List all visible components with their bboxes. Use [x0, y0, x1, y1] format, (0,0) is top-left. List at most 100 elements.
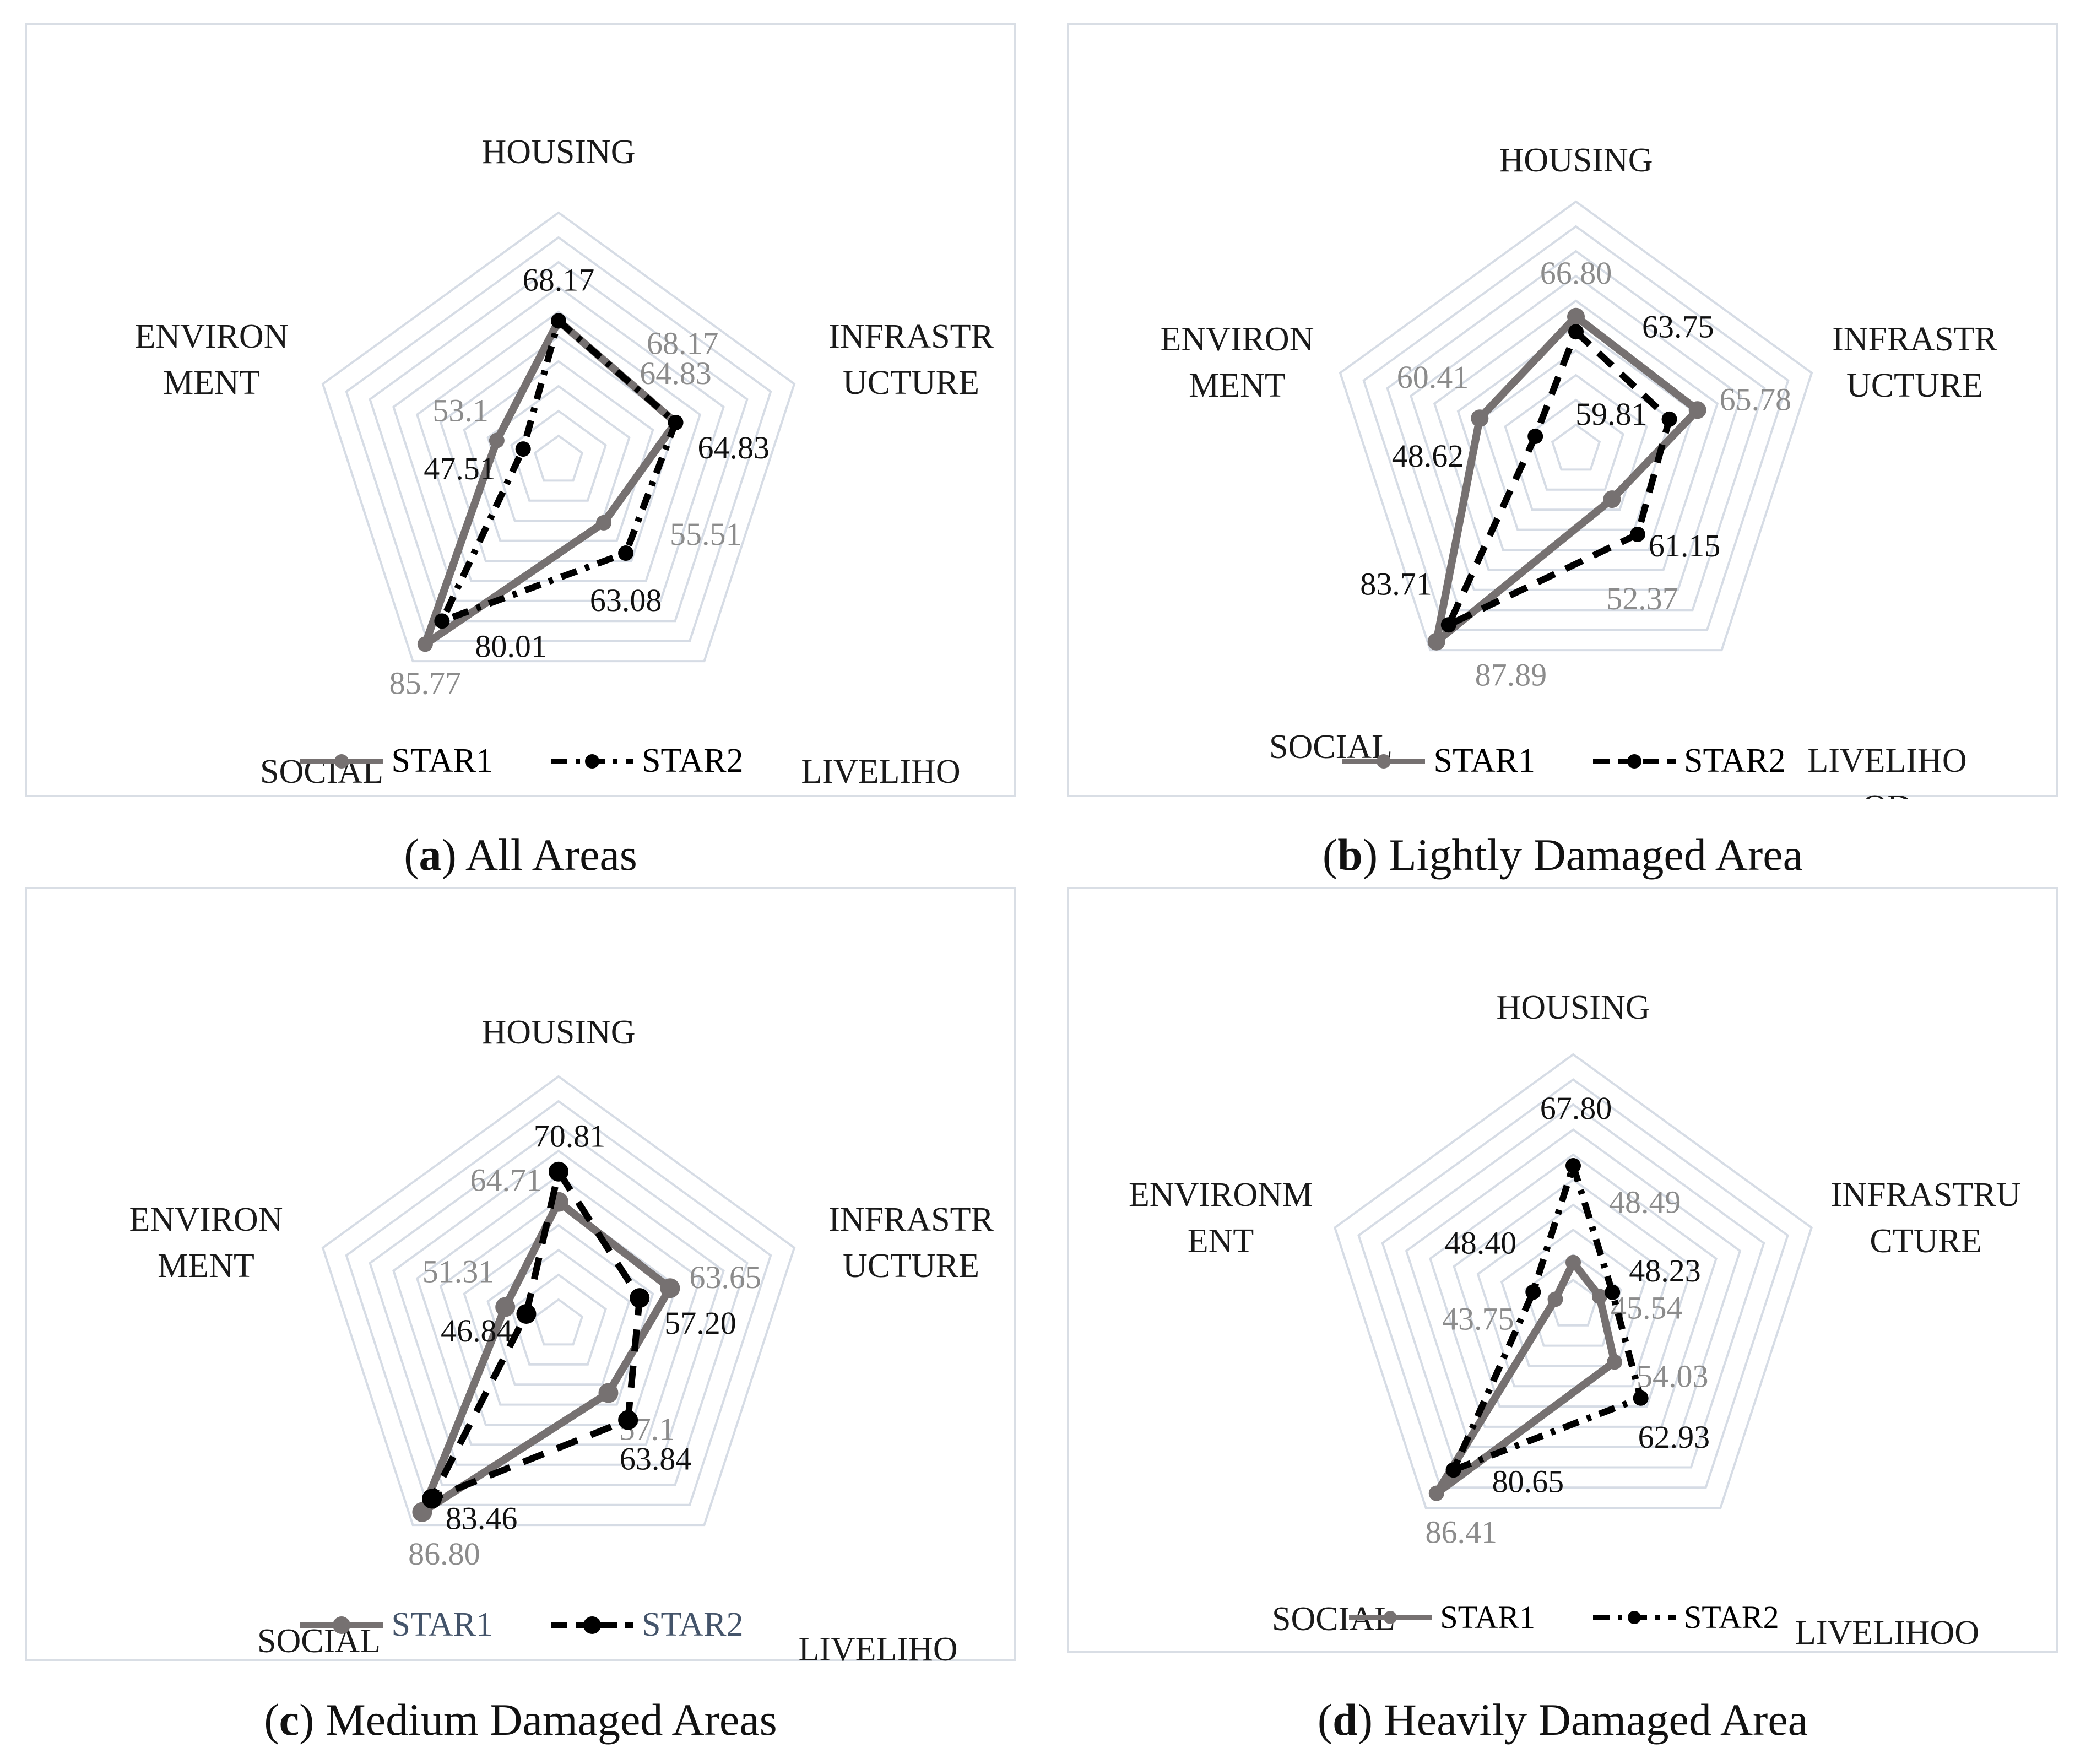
legend-swatch-star2-icon — [551, 754, 633, 769]
series-star1: 66.80 65.78 52.37 87.89 60.41 — [1397, 255, 1791, 693]
data-label: 66.80 — [1540, 255, 1612, 291]
legend-label-star2: STAR2 — [1684, 1599, 1779, 1635]
caption-text: Medium Damaged Areas — [325, 1695, 777, 1745]
grid-ring — [1504, 374, 1648, 511]
axis-label: INFRASTRU CTURE — [1831, 1176, 2021, 1260]
series-line — [418, 1198, 674, 1516]
data-point — [596, 515, 612, 531]
data-label: 46.84 — [441, 1313, 513, 1349]
grid-ring — [1500, 1229, 1646, 1367]
data-point — [1565, 1254, 1581, 1270]
axis-label-line: MENT — [158, 1247, 254, 1285]
radar-chart-a: HOUSINGINFRASTRUCTURELIVELIHOODSOCIALENV… — [135, 133, 994, 799]
axis-label: HOUSING — [482, 133, 636, 171]
grid-ring — [369, 261, 749, 623]
legend-label-star1: STAR1 — [1433, 742, 1535, 780]
axis-label-line: OD — [1862, 788, 1912, 799]
legend-a: STAR1 STAR2 — [27, 742, 1014, 781]
data-point — [1591, 1289, 1607, 1305]
axis-label-line: HOUSING — [482, 1014, 636, 1051]
data-label: 86.80 — [408, 1536, 480, 1572]
axis-label-line: ENVIRON — [129, 1201, 283, 1238]
chart-panel-c: HOUSING INFRASTR UCTURE LIVELIHOOD SOCIAL ENV… — [25, 887, 1016, 1663]
caption-b: (b) Lightly Damaged Area — [1322, 830, 1803, 880]
grid-ring — [463, 1224, 654, 1406]
grid-ring — [1333, 1053, 1813, 1509]
data-point — [1568, 324, 1584, 340]
data-point — [551, 313, 566, 329]
data-point — [516, 1303, 537, 1324]
data-label: 57.20 — [664, 1305, 736, 1341]
caption-letter: a — [419, 830, 442, 880]
grid-ring — [1551, 423, 1601, 471]
axis-label-line: HOUSING — [1497, 989, 1650, 1026]
axis-label-line: LIVELIHO — [1807, 742, 1966, 780]
axis-label-line: UCTURE — [1846, 367, 1983, 404]
grid-ring — [1362, 225, 1790, 631]
data-label: 47.51 — [424, 451, 496, 486]
data-point — [549, 1161, 568, 1182]
data-point — [1471, 409, 1489, 428]
data-label: 52.37 — [1606, 581, 1678, 616]
data-label: 60.41 — [1397, 359, 1469, 395]
grid-ring — [1339, 200, 1813, 652]
radar-grid — [321, 1075, 796, 1527]
grid-ring — [1386, 250, 1766, 612]
grid-ring — [1405, 1128, 1742, 1448]
legend-item-star2: STAR2 — [1590, 742, 1786, 781]
data-point — [598, 1383, 619, 1403]
axis-label-line: HOUSING — [1499, 142, 1653, 179]
legend-item-star2: STAR2 — [548, 742, 744, 781]
legend-d: STAR1 STAR2 — [1069, 1599, 2056, 1636]
axis-label-line: ENT — [1188, 1222, 1254, 1260]
data-point — [1427, 632, 1445, 651]
data-label: 43.75 — [1442, 1301, 1514, 1336]
axis-label: LIVELIHOOD — [801, 753, 960, 799]
data-point — [417, 636, 433, 652]
axis-label: LIVELIHO OD — [1807, 742, 1966, 799]
radar-grid — [321, 211, 796, 663]
grid-ring — [1476, 1203, 1670, 1388]
grid-ring — [510, 409, 607, 502]
legend-label-star1: STAR1 — [1440, 1599, 1535, 1635]
legend-swatch-star2-icon — [551, 1616, 633, 1634]
caption-a: (a) All Areas — [404, 830, 637, 880]
data-label: 68.17 — [647, 325, 719, 361]
grid-ring — [392, 1149, 725, 1466]
grid-ring — [321, 1075, 796, 1527]
series-line — [429, 1168, 643, 1502]
legend-item-star1: STAR1 — [297, 742, 493, 781]
chart-panel-a: HOUSINGINFRASTRUCTURELIVELIHOODSOCIALENV… — [25, 23, 1016, 797]
caption-text: All Areas — [465, 830, 637, 880]
data-point — [1527, 429, 1543, 445]
legend-item-star2: STAR2 — [548, 1605, 744, 1644]
chart-panel-b: HOUSINGINFRASTRUCTURELIVELIHOODSOCIALENV… — [1067, 23, 2058, 799]
series-line — [1450, 1162, 1644, 1474]
axis-label-line: LIVELIHO — [798, 1631, 957, 1663]
data-label: 48.49 — [1609, 1184, 1681, 1220]
data-point — [1629, 526, 1645, 542]
grid-ring — [463, 360, 654, 542]
grid-ring — [345, 1100, 772, 1506]
data-point — [489, 432, 505, 448]
grid-ring — [1527, 398, 1624, 491]
data-label: 61.15 — [1649, 528, 1721, 564]
data-label: 63.84 — [620, 1441, 692, 1477]
radar-grid — [1339, 200, 1813, 652]
legend-swatch-star1-icon — [300, 754, 383, 769]
legend-b: STAR1 STAR2 — [1069, 742, 2056, 781]
data-point — [618, 545, 634, 561]
data-point — [668, 414, 684, 430]
data-point — [1428, 1485, 1444, 1501]
data-point — [660, 1278, 680, 1298]
caption-text: Lightly Damaged Area — [1389, 830, 1803, 880]
axis-label-line: ENVIRON — [135, 318, 289, 355]
axis-label: HOUSING — [1499, 142, 1653, 179]
series-star2: 70.81 57.20 63.84 83.46 46.84 — [422, 1118, 736, 1536]
data-point — [1445, 1462, 1461, 1478]
data-label: 83.71 — [1360, 566, 1432, 602]
